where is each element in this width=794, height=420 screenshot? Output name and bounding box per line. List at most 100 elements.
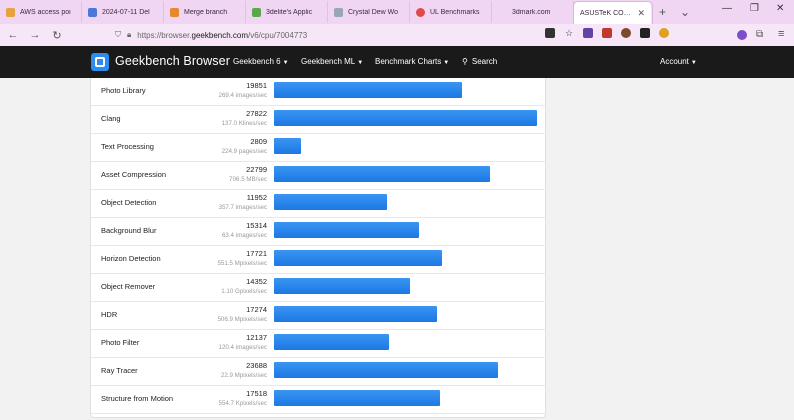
benchmark-score: 22799 — [246, 165, 267, 174]
browser-toolbar: ← → ↻ ⛉ 🔒︎ https://browser.geekbench.com… — [0, 24, 794, 46]
benchmark-rate: 357.7 images/sec — [218, 204, 268, 211]
lt-extension-icon[interactable] — [640, 28, 650, 38]
benchmark-score: 14352 — [246, 277, 267, 286]
tab-label: UL Benchmarks — [430, 8, 480, 16]
cookie-extension-icon[interactable] — [621, 28, 631, 38]
benchmark-name: HDR — [101, 310, 118, 319]
caret-down-icon: ▼ — [443, 60, 450, 66]
benchmark-rate: 551.5 Mpixels/sec — [217, 260, 267, 267]
score-bar — [274, 390, 440, 406]
bookmark-star-icon[interactable]: ☆ — [564, 28, 574, 38]
search-icon: ⚲ — [462, 57, 468, 66]
site-header: Geekbench Browser Geekbench 6 ▼ Geekbench… — [0, 46, 794, 78]
caret-down-icon: ▼ — [690, 60, 697, 66]
menu-label: Geekbench 6 — [233, 57, 281, 66]
address-bar[interactable]: ⛉ 🔒︎ https://browser.geekbench.com/v6/cp… — [115, 27, 535, 43]
window-close-icon[interactable]: ✕ — [776, 3, 785, 14]
benchmark-row: Photo Filter 12137 120.4 images/sec — [91, 330, 546, 358]
benchmark-score: 2809 — [250, 137, 267, 146]
benchmark-score: 12137 — [246, 333, 267, 342]
score-bar — [274, 362, 498, 378]
menu-account[interactable]: Account ▼ — [660, 57, 697, 66]
tab-favicon-icon — [334, 7, 343, 17]
browser-tab[interactable]: 3dmark.com — [492, 1, 574, 23]
benchmark-name: Asset Compression — [101, 170, 167, 179]
benchmark-rate: 22.9 Mpixels/sec — [220, 372, 267, 379]
score-bar — [274, 250, 442, 266]
url-path: /v6/cpu/7004773 — [248, 30, 308, 40]
maximize-icon[interactable]: ❐ — [750, 3, 759, 14]
score-bar — [274, 138, 301, 154]
benchmark-score: 17274 — [246, 305, 267, 314]
minimize-icon[interactable]: — — [722, 3, 732, 14]
benchmark-row: HDR 17274 506.9 Mpixels/sec — [91, 302, 546, 330]
score-bar — [274, 166, 490, 182]
browser-tab[interactable]: UL Benchmarks — [410, 1, 492, 23]
benchmark-name: Background Blur — [101, 226, 157, 235]
benchmark-row: Photo Library 19851 269.4 images/sec — [91, 78, 546, 106]
app-menu-icon[interactable]: ≡ — [778, 28, 785, 40]
benchmark-results-card: Photo Library 19851 269.4 images/sec Clang 2… — [90, 78, 546, 418]
back-icon[interactable]: ← — [7, 29, 19, 41]
browser-tab[interactable]: 3delite's Applic — [246, 1, 328, 23]
tab-label: 3dmark.com — [512, 8, 551, 16]
tab-label: Merge branch — [184, 8, 228, 16]
benchmark-name: Horizon Detection — [101, 254, 161, 263]
benchmark-row: Text Processing 2809 224.9 pages/sec — [91, 134, 546, 162]
score-bar — [274, 222, 419, 238]
benchmark-rate: 554.7 Kpixels/sec — [218, 400, 268, 407]
benchmark-row: Structure from Motion 17518 554.7 Kpixels/… — [91, 386, 546, 414]
benchmark-rate: 137.0 Klines/sec — [221, 120, 267, 127]
tab-list-chevron-icon[interactable]: ⌄ — [680, 5, 691, 19]
benchmark-rate: 63.4 images/sec — [221, 232, 267, 239]
extensions-puzzle-icon[interactable]: ⧉ — [756, 29, 764, 40]
browser-tab[interactable]: AWS access poi — [0, 1, 82, 23]
score-bar — [274, 278, 410, 294]
twitch-extension-icon[interactable] — [583, 28, 593, 38]
benchmark-row: Clang 27822 137.0 Klines/sec — [91, 106, 546, 134]
benchmark-score: 27822 — [246, 109, 267, 118]
benchmark-score: 17518 — [246, 389, 267, 398]
ublock-shield-icon[interactable] — [602, 28, 612, 38]
qr-code-icon[interactable] — [545, 28, 555, 38]
forward-icon[interactable]: → — [29, 29, 41, 41]
menu-geekbench-ml[interactable]: Geekbench ML ▼ — [301, 57, 363, 66]
extension-icons: ☆ — [545, 28, 669, 38]
benchmark-name: Structure from Motion — [101, 394, 174, 403]
profile-avatar-icon[interactable] — [737, 30, 747, 40]
new-tab-icon[interactable]: + — [659, 5, 667, 19]
score-bar — [274, 334, 389, 350]
geekbench-logo-icon[interactable] — [91, 53, 109, 71]
benchmark-score: 23688 — [246, 361, 267, 370]
tab-label: Crystal Dew Wo — [348, 8, 399, 16]
browser-tab[interactable]: Crystal Dew Wo — [328, 1, 410, 23]
url-prefix: https://browser. — [137, 30, 192, 40]
score-bar — [274, 82, 462, 98]
menu-geekbench6[interactable]: Geekbench 6 ▼ — [233, 57, 289, 66]
benchmark-rate: 120.4 images/sec — [218, 344, 268, 351]
browser-tab[interactable]: Merge branch — [164, 1, 246, 23]
user-extension-icon[interactable] — [659, 28, 669, 38]
benchmark-name: Object Remover — [101, 282, 156, 291]
benchmark-name: Ray Tracer — [101, 366, 138, 375]
site-brand[interactable]: Geekbench Browser — [115, 54, 230, 68]
benchmark-rate: 1.10 Gpixels/sec — [221, 288, 267, 295]
menu-benchmark-charts[interactable]: Benchmark Charts ▼ — [375, 57, 449, 66]
benchmark-name: Clang — [101, 114, 121, 123]
menu-search[interactable]: ⚲ Search — [462, 57, 497, 66]
benchmark-row: Ray Tracer 23688 22.9 Mpixels/sec — [91, 358, 546, 386]
tab-favicon-icon — [252, 7, 261, 17]
benchmark-row: Object Remover 14352 1.10 Gpixels/sec — [91, 274, 546, 302]
benchmark-name: Object Detection — [101, 198, 157, 207]
tab-favicon-icon — [6, 7, 15, 17]
browser-tab[interactable]: 2024-07-11 Del — [82, 1, 164, 23]
lock-icon: 🔒︎ — [127, 30, 132, 39]
menu-label: Account — [660, 57, 689, 66]
score-bar — [274, 306, 437, 322]
benchmark-rate: 706.5 MB/sec — [229, 176, 267, 183]
reload-icon[interactable]: ↻ — [52, 29, 62, 42]
page-info-icon[interactable]: ⛉ — [115, 30, 121, 39]
menu-label: Geekbench ML — [301, 57, 356, 66]
close-tab-icon[interactable]: ✕ — [637, 7, 645, 18]
browser-tab-active[interactable]: ASUSTeK COMPUTER ✕ — [574, 2, 652, 24]
